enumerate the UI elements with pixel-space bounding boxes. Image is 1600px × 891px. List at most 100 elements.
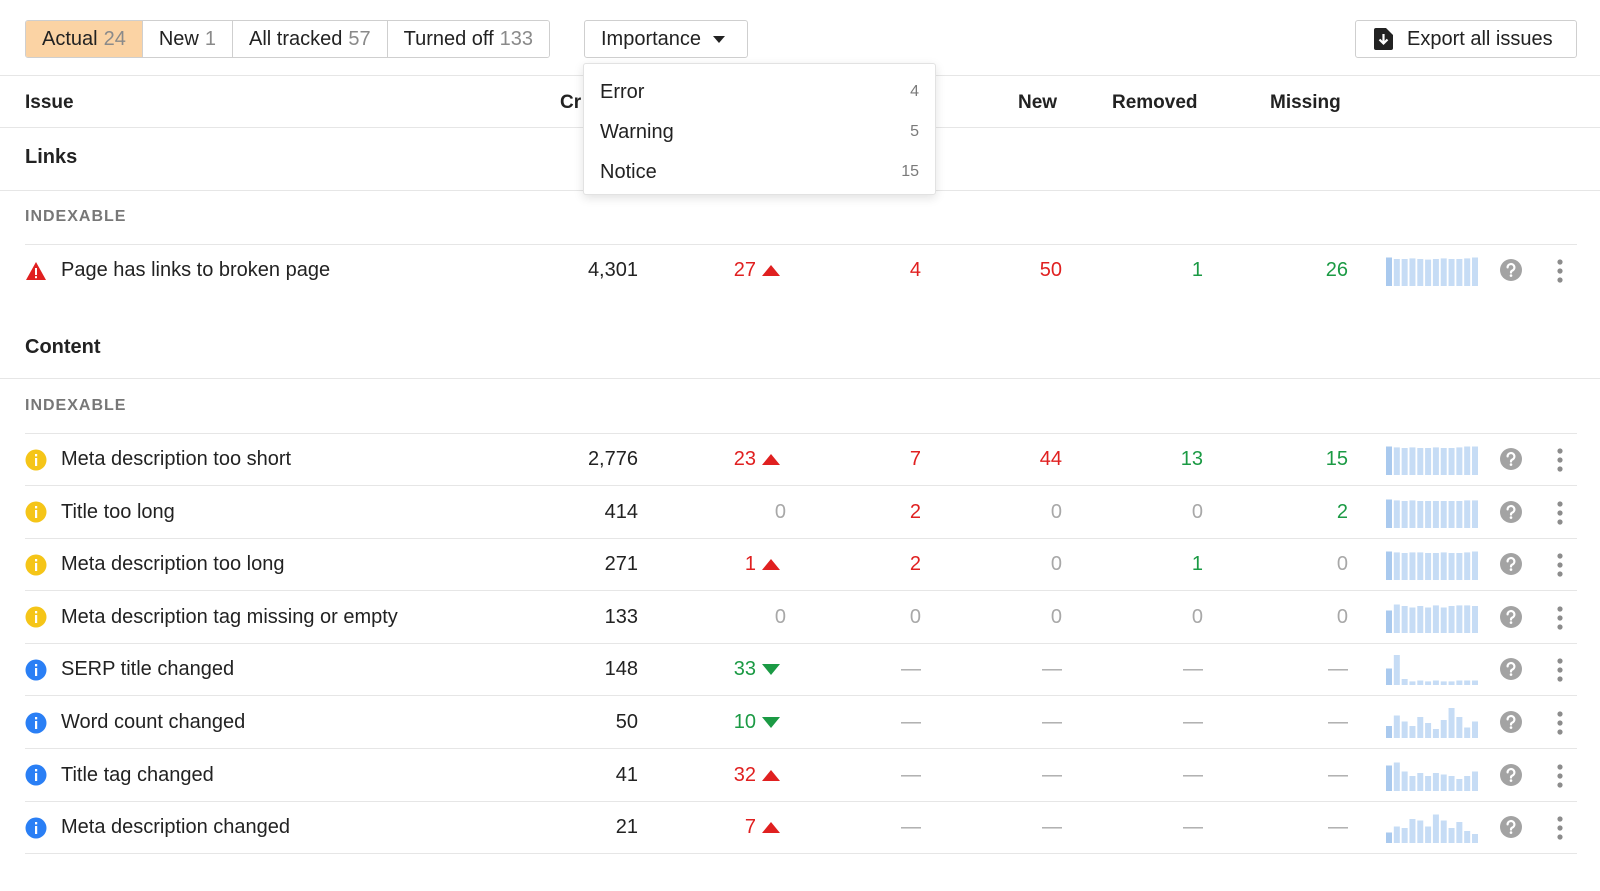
column-removed[interactable]: Removed (1112, 92, 1198, 113)
table-row[interactable]: Title tag changed 41 32 — — — — (0, 749, 1600, 802)
sparkline-bar (1472, 257, 1478, 286)
added-count: 0 (909, 605, 921, 628)
trend-sparkline[interactable] (1386, 256, 1478, 286)
tab-actual[interactable]: Actual 24 (26, 21, 143, 57)
missing-count: — (1328, 763, 1348, 786)
export-all-issues-button[interactable]: Export all issues (1355, 20, 1577, 58)
sparkline-bar (1448, 828, 1455, 844)
trend-sparkline[interactable] (1386, 655, 1478, 686)
missing-count: 0 (1336, 605, 1348, 628)
missing-count: — (1328, 711, 1348, 733)
caret-down-icon (713, 35, 726, 43)
sparkline-bar (1393, 499, 1400, 528)
help-icon[interactable] (1500, 605, 1522, 628)
issue-name[interactable]: Title tag changed (61, 763, 214, 786)
column-crawled[interactable]: Cr (560, 92, 582, 113)
trend-sparkline[interactable] (1386, 708, 1478, 738)
column-missing[interactable]: Missing (1270, 92, 1341, 113)
menu-item-notice[interactable]: Notice 15 (584, 152, 935, 192)
sparkline-bar (1417, 448, 1424, 475)
sparkline-bar (1440, 448, 1447, 475)
sparkline-bar (1409, 258, 1416, 286)
issue-name[interactable]: Title too long (61, 500, 175, 523)
issue-name[interactable]: Meta description tag missing or empty (61, 605, 398, 628)
trend-sparkline[interactable] (1386, 813, 1478, 844)
sparkline-bar (1440, 500, 1447, 528)
error-icon (25, 244, 47, 297)
tab-new[interactable]: New 1 (142, 21, 233, 57)
sparkline-bar (1440, 607, 1447, 633)
removed-count: 13 (1180, 448, 1203, 470)
sparkline-bar (1456, 822, 1463, 844)
help-icon[interactable] (1500, 500, 1522, 523)
tab-count: 24 (103, 27, 126, 50)
table-row[interactable]: SERP title changed 148 33 — — — — (0, 643, 1600, 697)
trend-sparkline[interactable] (1386, 603, 1478, 633)
missing-count: — (1328, 658, 1348, 681)
help-icon[interactable] (1500, 658, 1522, 681)
trend-sparkline[interactable] (1386, 550, 1478, 581)
trend-sparkline[interactable] (1386, 761, 1478, 791)
table-row[interactable]: Meta description tag missing or empty 133… (0, 591, 1600, 644)
importance-dropdown-button[interactable]: Importance (584, 20, 748, 58)
issue-name[interactable]: Meta description too long (61, 553, 285, 576)
more-options-icon[interactable] (1556, 657, 1564, 683)
more-options-icon[interactable] (1556, 710, 1564, 736)
help-icon[interactable] (1500, 711, 1522, 733)
section-title: Links (25, 146, 78, 168)
more-options-icon[interactable] (1556, 815, 1564, 841)
crawled-count: 414 (604, 500, 638, 523)
trend-up-icon (762, 265, 780, 276)
change-value: 23 (680, 433, 780, 486)
trend-sparkline[interactable] (1386, 445, 1478, 475)
sparkline-bar (1409, 726, 1416, 738)
subsection-divider (25, 244, 1577, 245)
column-new[interactable]: New (1018, 92, 1058, 113)
trend-up-icon (762, 454, 780, 465)
more-options-icon[interactable] (1556, 763, 1564, 789)
column-issue[interactable]: Issue (25, 92, 74, 113)
sparkline-bar (1409, 681, 1416, 686)
issue-name[interactable]: Meta description changed (61, 816, 291, 839)
sparkline-bar (1386, 765, 1392, 791)
row-divider (25, 853, 1577, 855)
removed-count: 1 (1191, 553, 1203, 576)
trend-sparkline[interactable] (1386, 498, 1478, 528)
help-icon[interactable] (1500, 816, 1522, 839)
issue-name[interactable]: Meta description too short (61, 448, 292, 470)
table-row[interactable]: Meta description too long 271 1 2 0 1 0 (0, 538, 1600, 592)
table-row[interactable]: Page has links to broken page 4,301 27 4 50 1… (0, 244, 1600, 297)
table-row[interactable]: Meta description changed 21 7 — — — — (0, 801, 1600, 855)
help-icon[interactable] (1500, 763, 1522, 786)
new-count: 0 (1050, 500, 1062, 523)
issue-name[interactable]: Word count changed (61, 711, 246, 733)
more-options-icon[interactable] (1556, 500, 1564, 526)
issue-name[interactable]: Page has links to broken page (61, 259, 331, 281)
sparkline-bar (1393, 762, 1400, 791)
help-icon[interactable] (1500, 259, 1522, 281)
more-options-icon[interactable] (1556, 552, 1564, 578)
more-options-icon[interactable] (1556, 447, 1564, 473)
table-row[interactable]: Title too long 414 0 2 0 0 2 (0, 486, 1600, 539)
removed-count: 0 (1191, 605, 1203, 628)
more-options-icon[interactable] (1556, 605, 1564, 631)
tab-all-tracked[interactable]: All tracked 57 (232, 21, 388, 57)
tab-label: New (158, 27, 199, 50)
menu-item-warning[interactable]: Warning 5 (584, 112, 935, 152)
menu-item-error[interactable]: Error 4 (584, 72, 935, 112)
menu-item-count: 15 (901, 163, 919, 180)
sparkline-bar (1440, 552, 1447, 581)
help-icon[interactable] (1500, 448, 1522, 470)
missing-count: 2 (1336, 500, 1348, 523)
table-row[interactable]: Meta description too short 2,776 23 7 44 13 15 (0, 433, 1600, 486)
issue-name[interactable]: SERP title changed (61, 658, 235, 681)
sparkline-bar (1432, 259, 1439, 286)
more-options-icon[interactable] (1556, 258, 1564, 284)
tab-turned-off[interactable]: Turned off 133 (387, 21, 550, 57)
table-row[interactable]: Word count changed 50 10 — — — — (0, 696, 1600, 749)
menu-item-count: 5 (910, 123, 919, 140)
missing-count: 26 (1325, 259, 1348, 281)
help-icon[interactable] (1500, 553, 1522, 576)
sparkline-bar (1448, 775, 1455, 791)
new-count: 44 (1039, 448, 1062, 470)
